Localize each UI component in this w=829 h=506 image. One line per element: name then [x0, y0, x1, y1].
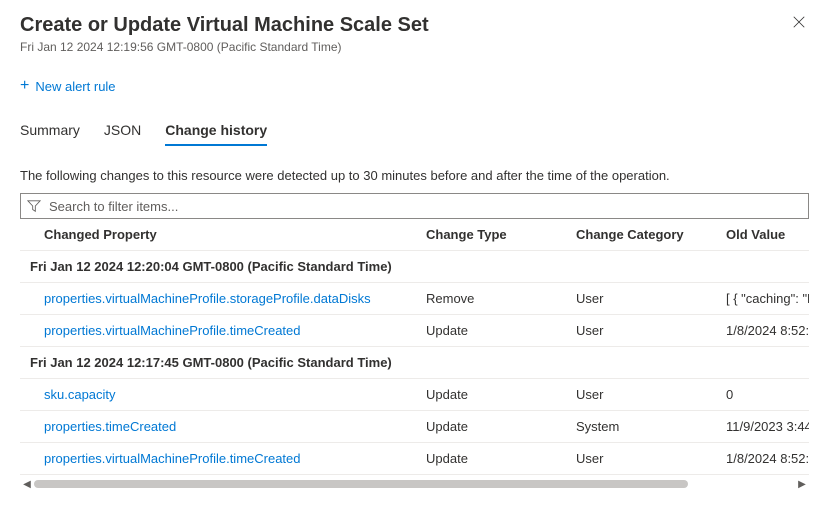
cell-old-value: 1/8/2024 8:52:58 PM [720, 315, 809, 347]
cell-old-value: [ { "caching": "None", [720, 283, 809, 315]
table-row[interactable]: properties.virtualMachineProfile.timeCre… [20, 443, 809, 475]
close-icon [792, 15, 806, 29]
property-link[interactable]: properties.virtualMachineProfile.storage… [44, 291, 371, 306]
change-table: Changed Property Change Type Change Cate… [20, 219, 809, 475]
cell-change-category: User [570, 443, 720, 475]
scrollbar-thumb[interactable] [34, 480, 688, 488]
property-link[interactable]: sku.capacity [44, 387, 116, 402]
cell-change-type: Update [420, 379, 570, 411]
filter-icon [27, 199, 41, 213]
scroll-left-arrow[interactable]: ◀ [20, 477, 34, 491]
description-text: The following changes to this resource w… [20, 168, 809, 183]
horizontal-scrollbar[interactable]: ◀ ▶ [20, 477, 809, 491]
col-header-type[interactable]: Change Type [420, 219, 570, 251]
property-link[interactable]: properties.virtualMachineProfile.timeCre… [44, 451, 301, 466]
search-input[interactable] [47, 198, 802, 215]
table-row[interactable]: sku.capacity UpdateUser0 [20, 379, 809, 411]
cell-old-value: 1/8/2024 8:52:58 PM [720, 443, 809, 475]
cell-change-category: System [570, 411, 720, 443]
page-title: Create or Update Virtual Machine Scale S… [20, 12, 809, 38]
scrollbar-track[interactable] [34, 477, 795, 491]
group-header-row[interactable]: Fri Jan 12 2024 12:20:04 GMT-0800 (Pacif… [20, 251, 809, 283]
cell-change-category: User [570, 315, 720, 347]
plus-icon: + [20, 78, 29, 94]
tab-json[interactable]: JSON [104, 116, 141, 146]
table-row[interactable]: properties.virtualMachineProfile.timeCre… [20, 315, 809, 347]
cell-change-category: User [570, 283, 720, 315]
scroll-right-arrow[interactable]: ▶ [795, 477, 809, 491]
table-row[interactable]: properties.timeCreated UpdateSystem11/9/2… [20, 411, 809, 443]
new-alert-rule-label: New alert rule [35, 79, 115, 94]
tab-summary[interactable]: Summary [20, 116, 80, 146]
tab-change-history[interactable]: Change history [165, 116, 267, 146]
table-row[interactable]: properties.virtualMachineProfile.storage… [20, 283, 809, 315]
cell-old-value: 11/9/2023 3:44:42 PM [720, 411, 809, 443]
new-alert-rule-button[interactable]: + New alert rule [20, 78, 116, 94]
col-header-category[interactable]: Change Category [570, 219, 720, 251]
col-header-property[interactable]: Changed Property [20, 219, 420, 251]
cell-change-type: Update [420, 411, 570, 443]
group-header-label: Fri Jan 12 2024 12:17:45 GMT-0800 (Pacif… [20, 347, 809, 379]
group-header-row[interactable]: Fri Jan 12 2024 12:17:45 GMT-0800 (Pacif… [20, 347, 809, 379]
property-link[interactable]: properties.virtualMachineProfile.timeCre… [44, 323, 301, 338]
cell-change-type: Remove [420, 283, 570, 315]
property-link[interactable]: properties.timeCreated [44, 419, 176, 434]
cell-change-category: User [570, 379, 720, 411]
search-box[interactable] [20, 193, 809, 219]
close-button[interactable] [789, 12, 809, 32]
cell-old-value: 0 [720, 379, 809, 411]
page-timestamp: Fri Jan 12 2024 12:19:56 GMT-0800 (Pacif… [20, 40, 809, 54]
col-header-old-value[interactable]: Old Value [720, 219, 809, 251]
cell-change-type: Update [420, 315, 570, 347]
cell-change-type: Update [420, 443, 570, 475]
group-header-label: Fri Jan 12 2024 12:20:04 GMT-0800 (Pacif… [20, 251, 809, 283]
